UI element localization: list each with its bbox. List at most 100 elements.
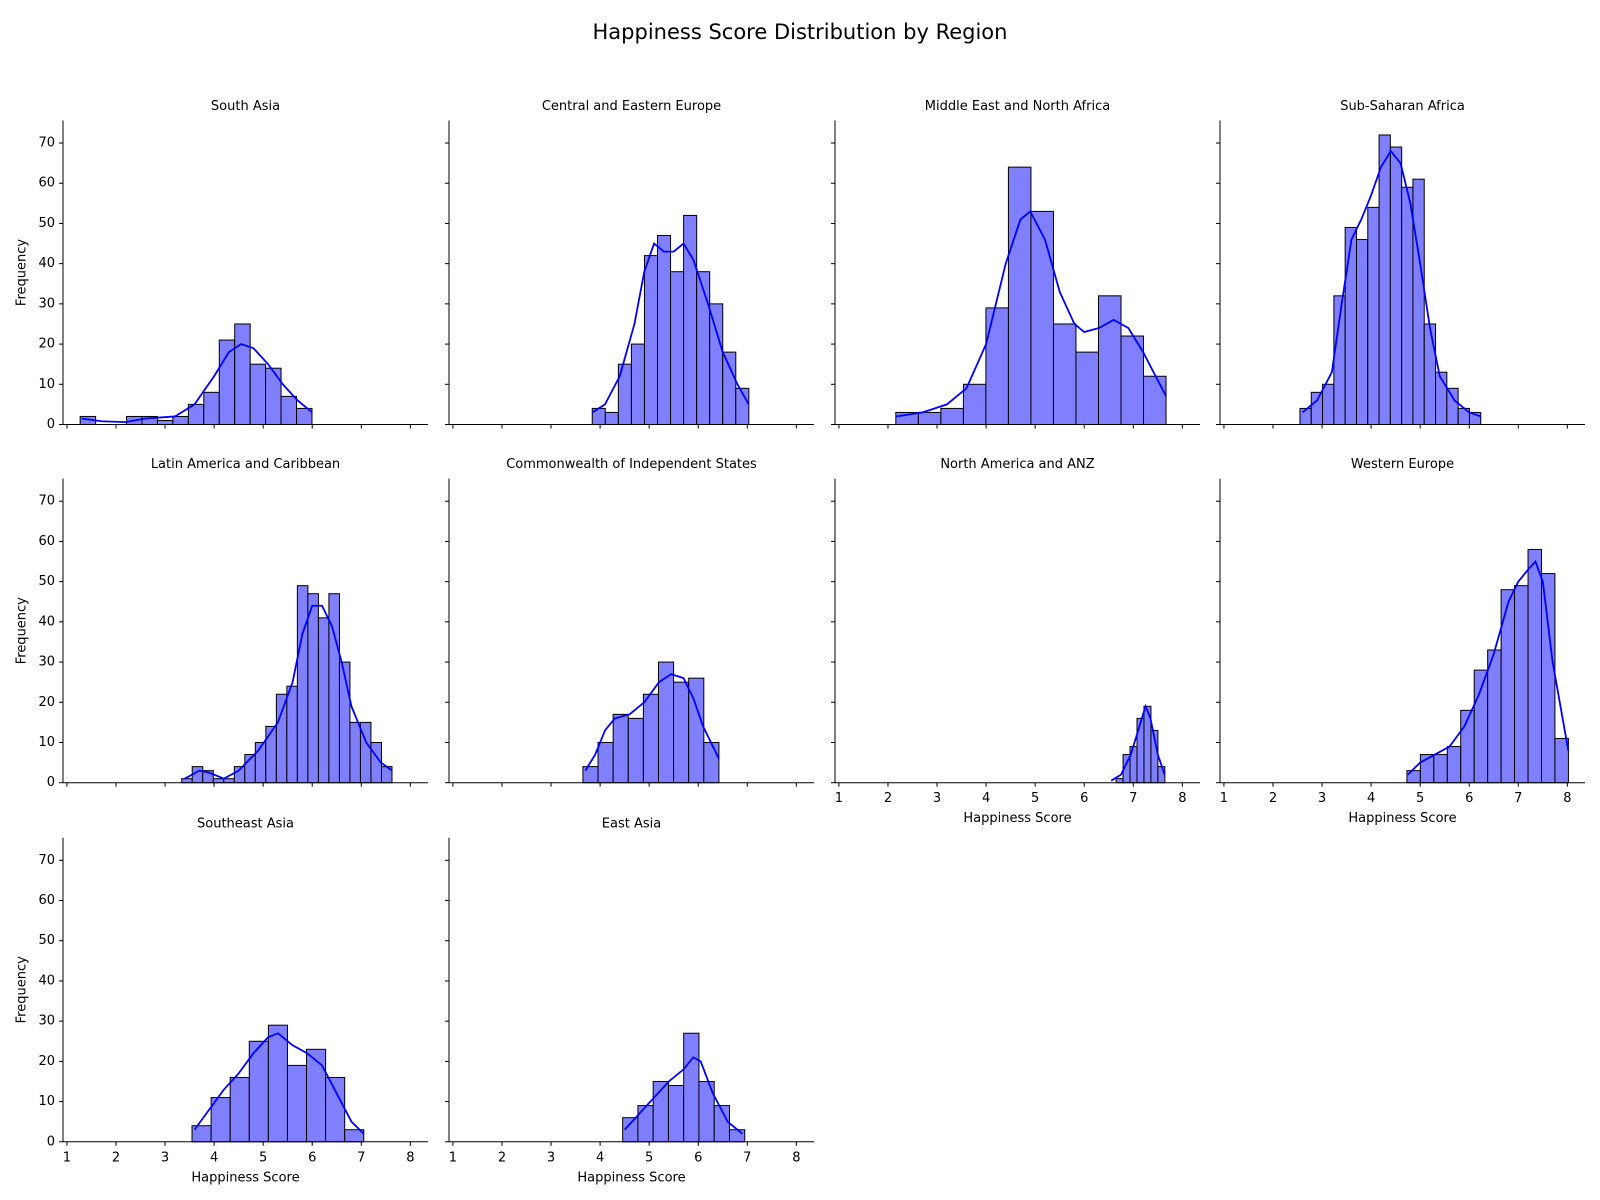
histogram-bar (1097, 295, 1122, 425)
histogram-bar (1007, 166, 1032, 425)
histogram-bar (1423, 323, 1437, 425)
x-tick-label: 5 (1416, 791, 1424, 806)
histogram-bar (1540, 573, 1556, 784)
y-tick-label: 0 (47, 1134, 55, 1149)
panel: Latin America and Caribbean 0 10 20 30 40 50 60… (15, 457, 428, 790)
histogram-bar (1310, 391, 1324, 425)
histogram-bar (349, 721, 361, 784)
y-tick-label: 0 (47, 775, 55, 790)
panel-title: East Asia (602, 816, 661, 831)
histogram-bar (1401, 186, 1414, 425)
panel-title: Western Europe (1351, 457, 1454, 472)
histogram-bar (265, 725, 277, 784)
histogram-bar (223, 778, 235, 784)
kde-line (1301, 149, 1482, 418)
x-tick-label: 8 (792, 1150, 800, 1165)
x-tick-label: 6 (1080, 791, 1088, 806)
histogram-bar (612, 713, 629, 784)
kde-line (895, 209, 1167, 418)
y-tick-label: 60 (38, 893, 55, 908)
y-tick-label: 20 (38, 337, 55, 352)
histogram-bar (597, 741, 614, 784)
histogram-bar (1355, 239, 1369, 425)
kde-line (584, 673, 720, 772)
panel-title: Middle East and North Africa (925, 99, 1110, 114)
x-tick-label: 6 (1465, 791, 1473, 806)
panel: Middle East and North Africa (831, 99, 1200, 429)
histogram-bar (696, 271, 711, 425)
x-tick-label: 8 (406, 1150, 414, 1165)
panel: East Asia 1 2 3 4 5 6 7 8 Happiness Score (445, 816, 814, 1185)
x-tick-label: 6 (308, 1150, 316, 1165)
histogram-bar (203, 391, 220, 425)
kde-line (623, 1056, 743, 1135)
histogram-bar (249, 363, 267, 425)
y-axis-label: Frequency (15, 956, 30, 1023)
panel: Western Europe 1 2 3 4 5 6 7 8 Happiness Score (1216, 457, 1585, 826)
histogram-bar (1052, 323, 1077, 425)
x-tick-label: 4 (596, 1150, 604, 1165)
histogram-bar (1446, 387, 1459, 425)
histogram-bar (703, 741, 720, 784)
x-tick-label: 7 (357, 1150, 365, 1165)
x-tick-label: 3 (161, 1150, 169, 1165)
x-tick-label: 8 (1563, 791, 1571, 806)
histogram-bar (962, 383, 987, 425)
panel: Central and Eastern Europe (445, 99, 814, 429)
histogram-bar (286, 685, 298, 784)
panel-title: Sub-Saharan Africa (1340, 99, 1465, 114)
x-axis-label: Happiness Score (963, 811, 1071, 826)
x-tick-label: 6 (694, 1150, 702, 1165)
histogram-bar (218, 339, 236, 425)
histogram-bar (280, 395, 298, 425)
panel: Southeast Asia 0 10 20 30 40 50 60 70 1 2 3 4 5 6 7 8 Hap… (15, 816, 428, 1185)
histogram-bar (1143, 375, 1167, 425)
histogram-bar (643, 255, 659, 425)
y-tick-label: 10 (38, 735, 55, 750)
histogram-bar (286, 1064, 308, 1143)
y-tick-label: 10 (38, 377, 55, 392)
y-tick-label: 20 (38, 1054, 55, 1069)
histogram-bar (267, 1024, 288, 1143)
kde-line (1110, 703, 1166, 782)
histogram-bar (673, 681, 690, 784)
histogram-bar (1344, 226, 1357, 425)
histogram-bar (657, 235, 672, 425)
kde-line (1407, 559, 1570, 776)
histogram-bar (722, 351, 737, 425)
histogram-bar (338, 661, 351, 784)
y-tick-label: 40 (38, 973, 55, 988)
panel-title: Latin America and Caribbean (151, 457, 340, 472)
histogram-bar (1389, 146, 1403, 426)
histogram-bar (275, 693, 288, 784)
histogram-bar (181, 778, 193, 784)
histogram-bar (642, 693, 659, 784)
x-axis-label: Happiness Score (577, 1170, 685, 1185)
x-tick-label: 4 (1367, 791, 1375, 806)
histogram-bar (156, 419, 174, 425)
x-tick-label: 3 (933, 791, 941, 806)
y-tick-label: 60 (38, 176, 55, 191)
histogram-bar (317, 617, 330, 784)
kde-line (81, 343, 313, 423)
histogram-bar (917, 411, 942, 425)
panel: South Asia 0 10 20 30 40 50 60 70 Frequency (15, 99, 428, 432)
x-axis-label: Happiness Score (191, 1170, 299, 1185)
kde-line (184, 604, 393, 780)
x-tick-label: 8 (1178, 791, 1186, 806)
x-tick-label: 1 (835, 791, 843, 806)
panel-title: Southeast Asia (197, 816, 294, 831)
histogram-bar (1367, 206, 1380, 425)
x-tick-label: 4 (982, 791, 990, 806)
histogram-bar (234, 323, 251, 425)
y-axis-label: Frequency (15, 239, 30, 306)
histogram-bar (985, 307, 1009, 425)
histogram-bar (1446, 746, 1462, 784)
x-tick-label: 5 (645, 1150, 653, 1165)
x-tick-label: 5 (259, 1150, 267, 1165)
x-tick-label: 2 (112, 1150, 120, 1165)
x-tick-label: 1 (1220, 791, 1228, 806)
x-tick-label: 1 (63, 1150, 71, 1165)
histogram-bar (229, 1076, 250, 1143)
